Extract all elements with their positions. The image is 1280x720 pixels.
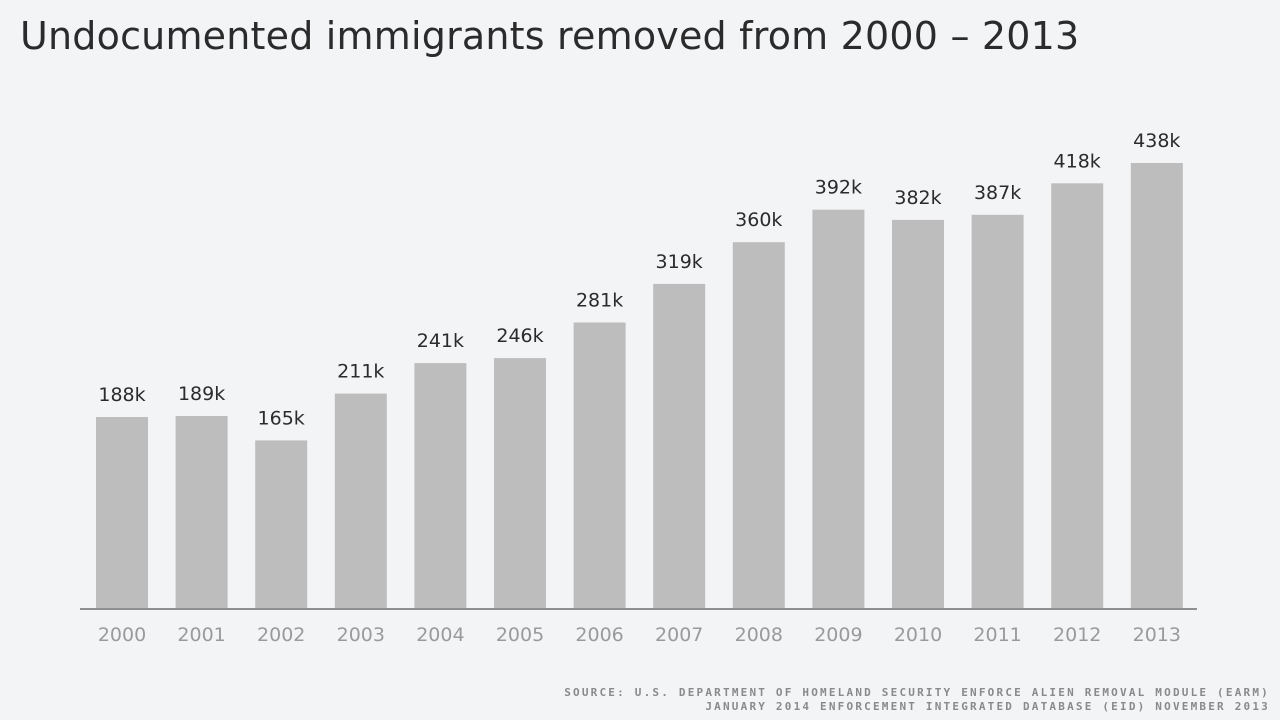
x-tick-label-2009: 2009 xyxy=(814,624,862,646)
value-label-2003: 211k xyxy=(337,361,384,383)
value-label-2004: 241k xyxy=(417,330,464,352)
value-label-2013: 438k xyxy=(1133,130,1180,152)
x-tick-label-2010: 2010 xyxy=(894,624,942,646)
value-label-2007: 319k xyxy=(656,251,703,273)
bar-2005 xyxy=(494,358,546,608)
x-tick-label-2013: 2013 xyxy=(1133,624,1181,646)
value-label-2001: 189k xyxy=(178,383,225,405)
bar-2008 xyxy=(732,242,785,608)
bar-2007 xyxy=(653,283,706,608)
bar-2010 xyxy=(892,219,944,608)
x-tick-label-2000: 2000 xyxy=(98,624,146,646)
x-tick-label-2005: 2005 xyxy=(496,624,544,646)
bar-2013 xyxy=(1130,163,1183,608)
x-tick-label-2001: 2001 xyxy=(177,624,225,646)
value-label-2002: 165k xyxy=(258,407,305,429)
x-tick-label-2004: 2004 xyxy=(416,624,464,646)
bar-2001 xyxy=(175,416,228,608)
value-label-2005: 246k xyxy=(496,325,543,347)
x-tick-label-2006: 2006 xyxy=(575,624,623,646)
chart-title: Undocumented immigrants removed from 200… xyxy=(20,14,1080,58)
x-tick-label-2007: 2007 xyxy=(655,624,703,646)
bar-2011 xyxy=(971,214,1024,609)
bar-2006 xyxy=(573,322,626,608)
x-tick-label-2012: 2012 xyxy=(1053,624,1101,646)
bar-2009 xyxy=(812,209,865,608)
bar-2012 xyxy=(1051,183,1104,609)
x-tick-label-2002: 2002 xyxy=(257,624,305,646)
value-label-2006: 281k xyxy=(576,290,623,312)
bar-2003 xyxy=(334,393,387,608)
value-label-2011: 387k xyxy=(974,182,1021,204)
value-label-2009: 392k xyxy=(815,177,862,199)
x-tick-label-2003: 2003 xyxy=(337,624,385,646)
bar-2000 xyxy=(96,417,148,608)
value-label-2012: 418k xyxy=(1054,150,1101,172)
bar-2004 xyxy=(414,363,467,608)
source-line-2: JANUARY 2014 ENFORCEMENT INTEGRATED DATA… xyxy=(705,700,1270,713)
source-line-1: SOURCE: U.S. DEPARTMENT OF HOMELAND SECU… xyxy=(564,686,1270,699)
value-label-2010: 382k xyxy=(894,187,941,209)
x-tick-label-2008: 2008 xyxy=(735,624,783,646)
value-label-2000: 188k xyxy=(98,384,145,406)
value-label-2008: 360k xyxy=(735,209,782,231)
bar-2002 xyxy=(255,440,308,608)
x-tick-label-2011: 2011 xyxy=(973,624,1021,646)
